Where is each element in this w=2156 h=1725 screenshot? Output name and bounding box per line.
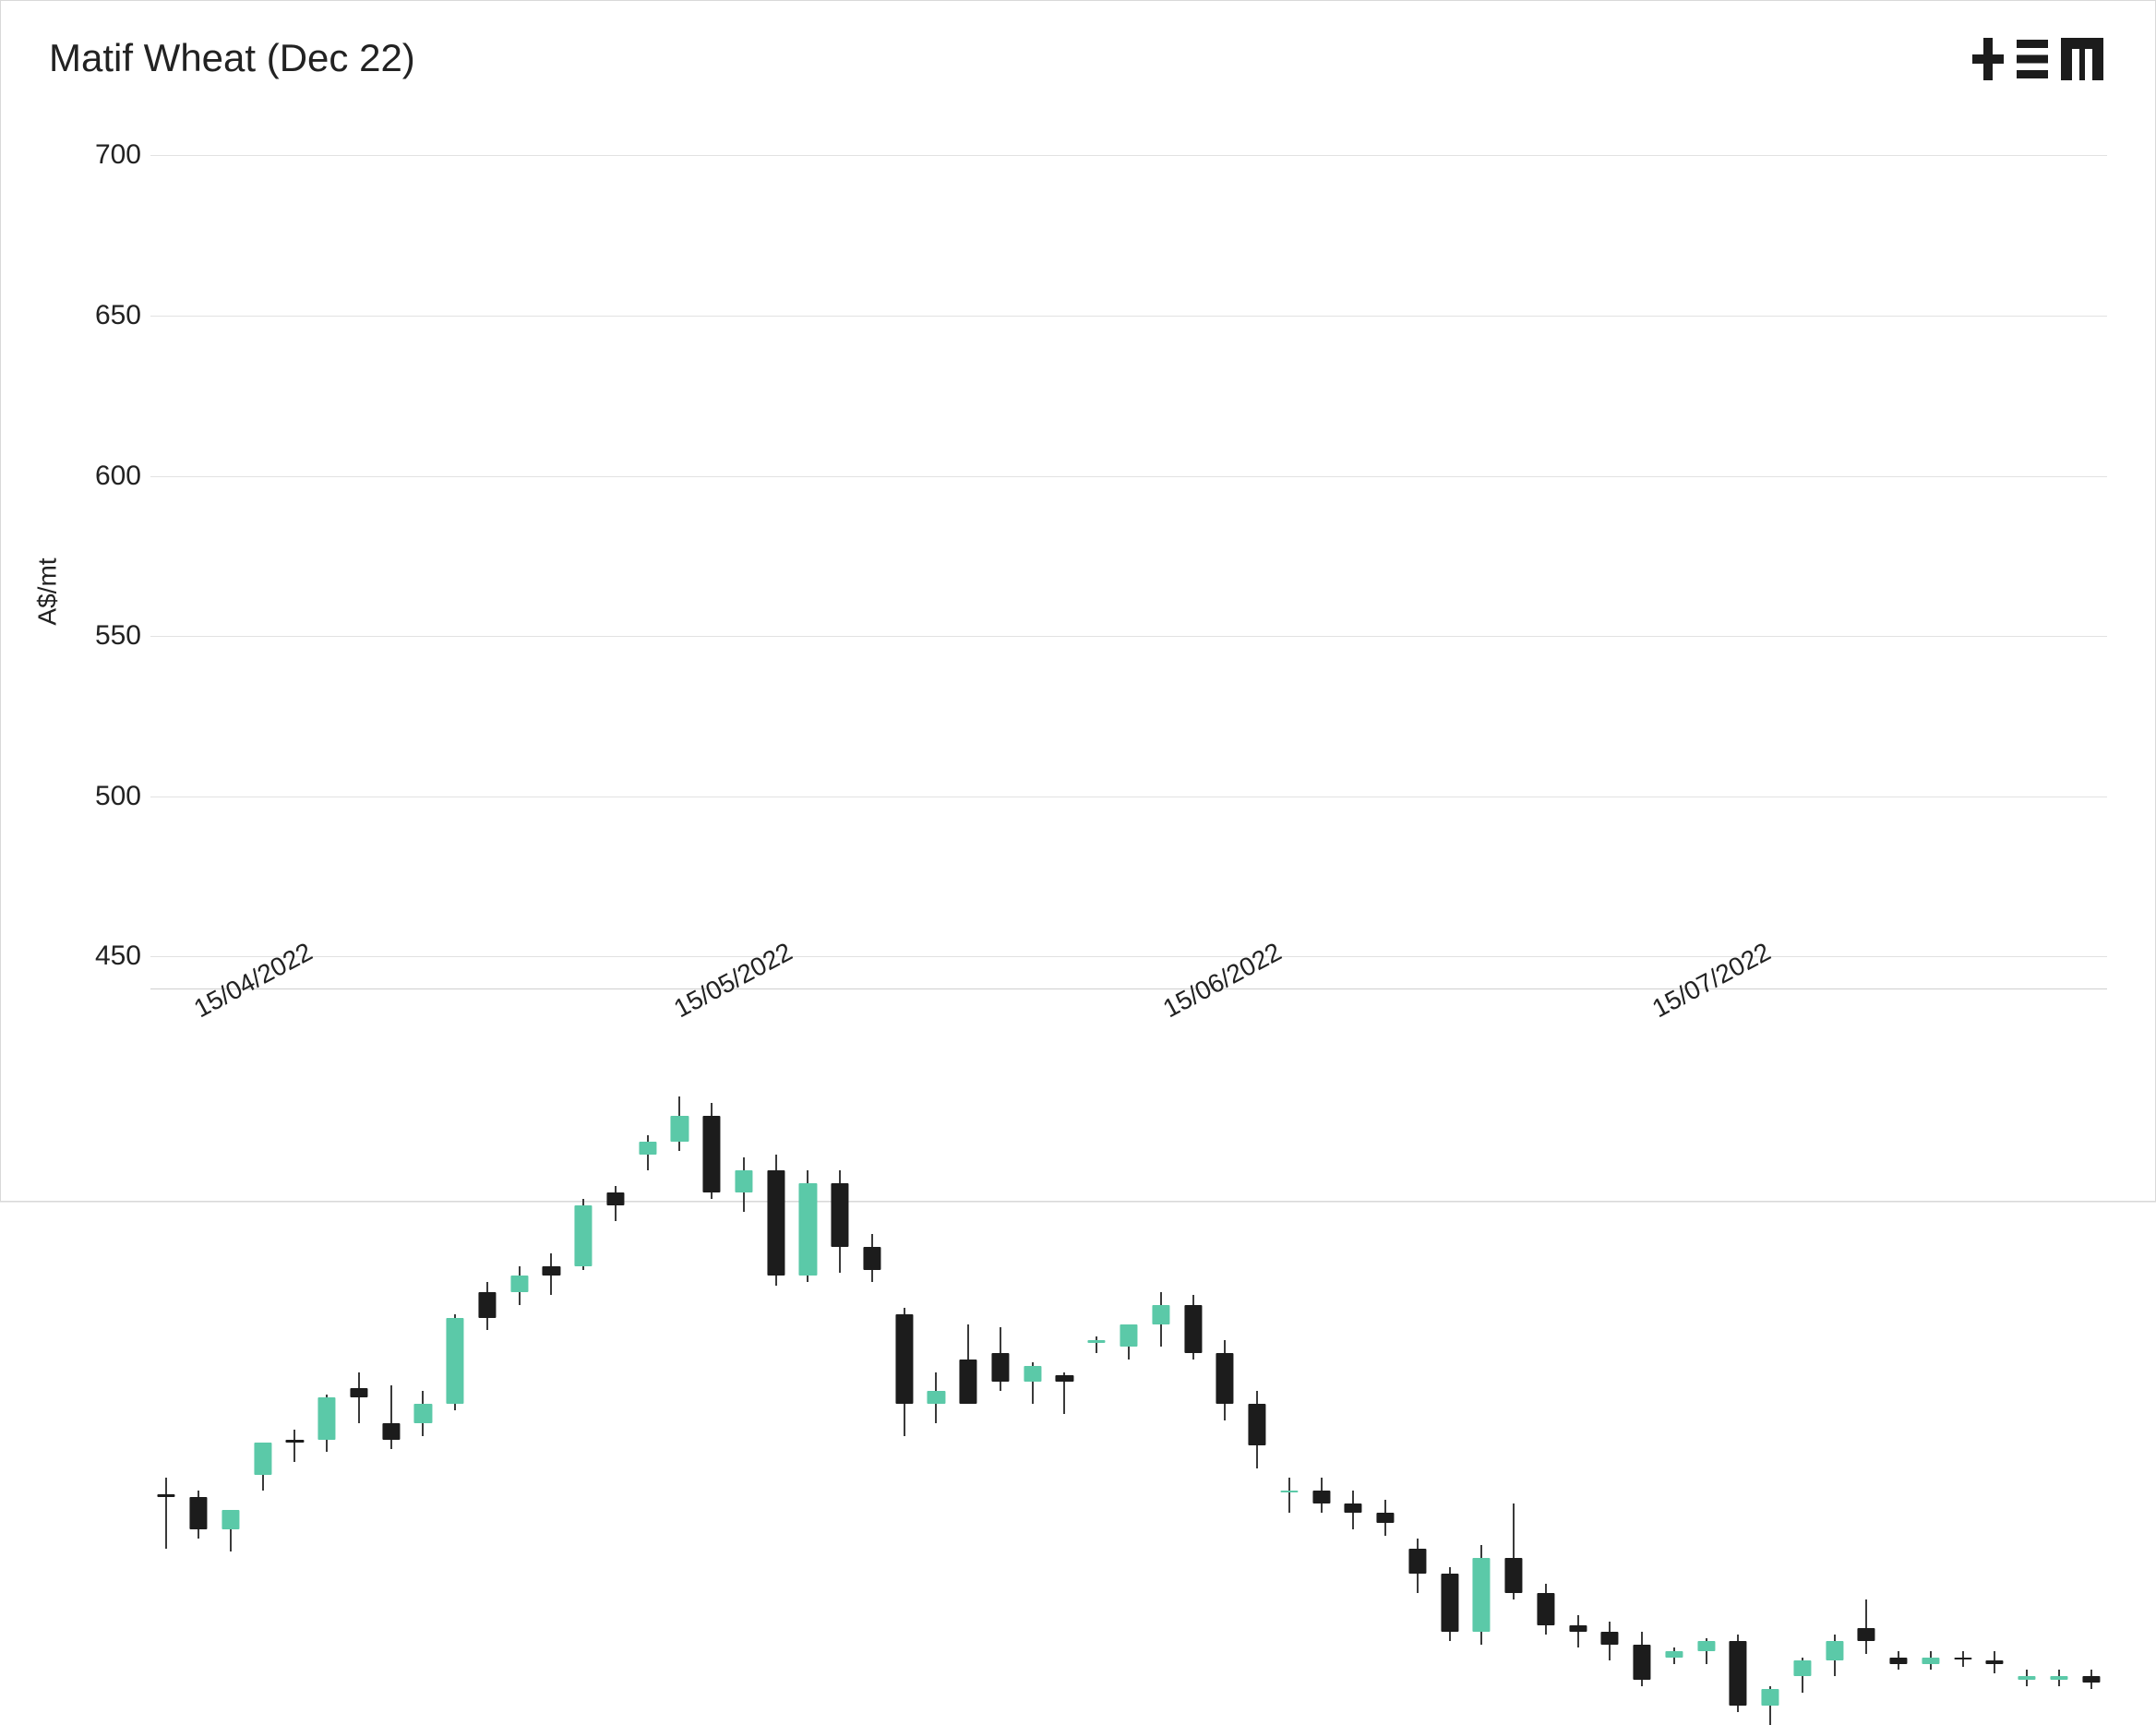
candle-body xyxy=(639,1142,656,1155)
candle-body xyxy=(1730,1641,1747,1705)
candles-container[interactable] xyxy=(150,139,2107,988)
plus-icon xyxy=(1972,38,2004,80)
chart-title: Matif Wheat (Dec 22) xyxy=(49,36,415,80)
candle-body xyxy=(1569,1625,1587,1632)
candle-body xyxy=(1280,1491,1298,1492)
y-tick-500: 500 xyxy=(49,781,141,812)
candle-body xyxy=(1762,1689,1779,1705)
candle-wick xyxy=(1865,1599,1867,1654)
y-tick-550: 550 xyxy=(49,620,141,652)
candle-body xyxy=(2050,1676,2067,1679)
bars-icon xyxy=(2017,38,2048,80)
candle-wick xyxy=(293,1430,295,1462)
candle-body xyxy=(832,1183,849,1247)
candle-body xyxy=(382,1423,400,1439)
candle-body xyxy=(478,1292,496,1318)
candle-body xyxy=(767,1170,785,1276)
candle-body xyxy=(1697,1641,1715,1650)
candle-body xyxy=(1890,1658,1908,1664)
candle-body xyxy=(735,1170,752,1192)
candle-body xyxy=(414,1404,432,1423)
candle-body xyxy=(222,1510,239,1529)
candle-body xyxy=(158,1494,175,1497)
candle-body xyxy=(1537,1593,1554,1625)
candle-body xyxy=(575,1205,593,1266)
candle-body xyxy=(510,1276,528,1291)
candle-wick xyxy=(1288,1478,1290,1513)
candle-body xyxy=(928,1391,945,1404)
candle-body xyxy=(1601,1632,1619,1645)
candle-body xyxy=(1216,1353,1234,1405)
candlestick-chart: A$/mt 450 500 550 600 650 700 15/04/2022 15/05… xyxy=(49,139,2107,1044)
candle-body xyxy=(895,1314,913,1404)
candle-body xyxy=(2082,1676,2100,1683)
candle-body xyxy=(1986,1660,2004,1663)
candle-body xyxy=(1793,1660,1811,1676)
candle-body xyxy=(606,1192,624,1205)
y-tick-700: 700 xyxy=(49,139,141,171)
candle-body xyxy=(1152,1305,1169,1324)
candle-body xyxy=(350,1388,367,1397)
candle-wick xyxy=(165,1478,167,1548)
candle-wick xyxy=(1577,1615,1579,1647)
candle-body xyxy=(1184,1305,1202,1353)
candle-body xyxy=(1858,1628,1875,1641)
candle-body xyxy=(1826,1641,1843,1660)
candle-body xyxy=(1408,1549,1426,1575)
candle-body xyxy=(1312,1491,1330,1503)
candle-body xyxy=(447,1318,464,1405)
candle-body xyxy=(1441,1574,1458,1631)
y-tick-600: 600 xyxy=(49,461,141,492)
candle-body xyxy=(1120,1324,1137,1347)
candle-body xyxy=(703,1116,721,1192)
candle-body xyxy=(1473,1558,1491,1632)
brand-logo xyxy=(1972,38,2103,80)
candle-body xyxy=(671,1116,689,1142)
candle-body xyxy=(1248,1404,1265,1445)
m-icon xyxy=(2061,38,2103,80)
candle-body xyxy=(991,1353,1009,1382)
candle-body xyxy=(543,1266,560,1276)
chart-card: Matif Wheat (Dec 22) A$/mt 450 500 550 600 6… xyxy=(0,0,2156,1202)
y-tick-450: 450 xyxy=(49,940,141,972)
candle-body xyxy=(318,1397,336,1439)
candle-body xyxy=(254,1443,271,1475)
y-tick-650: 650 xyxy=(49,300,141,331)
candle-body xyxy=(190,1497,208,1529)
candle-body xyxy=(1665,1651,1683,1658)
candle-body xyxy=(1922,1658,1939,1664)
candle-body xyxy=(1634,1645,1651,1680)
candle-wick xyxy=(358,1372,360,1424)
x-axis-baseline xyxy=(150,988,2107,989)
candle-wick xyxy=(390,1385,392,1449)
candle-body xyxy=(1954,1658,1971,1659)
candle-body xyxy=(1345,1503,1362,1513)
candle-body xyxy=(1088,1340,1106,1343)
candle-body xyxy=(2018,1676,2036,1679)
candle-body xyxy=(863,1247,880,1269)
candle-body xyxy=(1056,1375,1073,1382)
candle-body xyxy=(286,1440,304,1443)
candle-body xyxy=(1376,1513,1394,1522)
candle-body xyxy=(1504,1558,1522,1593)
candle-body xyxy=(960,1360,977,1405)
candle-body xyxy=(1024,1366,1041,1382)
y-axis-label: A$/mt xyxy=(33,557,63,625)
candle-body xyxy=(799,1183,817,1276)
